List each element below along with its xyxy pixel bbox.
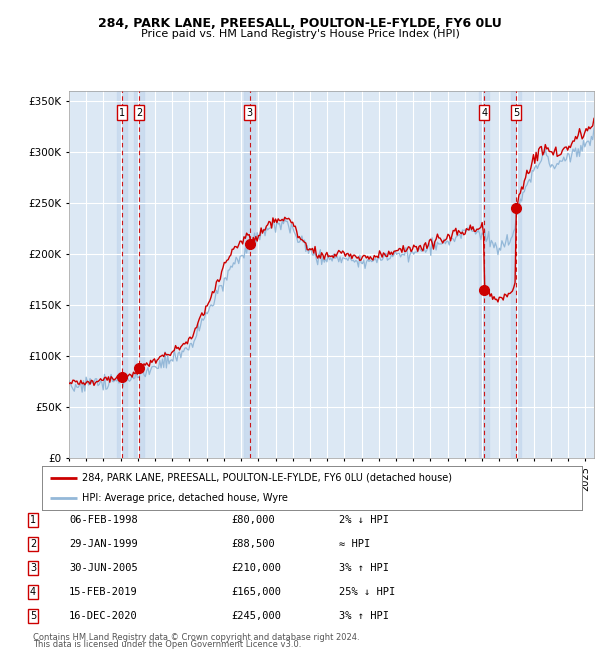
Text: 06-FEB-1998: 06-FEB-1998 (69, 515, 138, 525)
Bar (479, 91, 490, 458)
Bar (244, 91, 255, 458)
Text: 1: 1 (119, 107, 125, 118)
Text: HPI: Average price, detached house, Wyre: HPI: Average price, detached house, Wyre (83, 493, 289, 503)
Text: 25% ↓ HPI: 25% ↓ HPI (339, 587, 395, 597)
Text: 16-DEC-2020: 16-DEC-2020 (69, 611, 138, 621)
Text: 4: 4 (481, 107, 487, 118)
Text: £88,500: £88,500 (231, 539, 275, 549)
Text: £165,000: £165,000 (231, 587, 281, 597)
Bar (511, 91, 521, 458)
Text: 284, PARK LANE, PREESALL, POULTON-LE-FYLDE, FY6 0LU (detached house): 284, PARK LANE, PREESALL, POULTON-LE-FYL… (83, 473, 452, 483)
Text: 2: 2 (136, 107, 142, 118)
Text: 3% ↑ HPI: 3% ↑ HPI (339, 611, 389, 621)
Text: 15-FEB-2019: 15-FEB-2019 (69, 587, 138, 597)
Text: Price paid vs. HM Land Registry's House Price Index (HPI): Price paid vs. HM Land Registry's House … (140, 29, 460, 38)
Text: £245,000: £245,000 (231, 611, 281, 621)
Bar (134, 91, 145, 458)
Text: 30-JUN-2005: 30-JUN-2005 (69, 563, 138, 573)
Text: This data is licensed under the Open Government Licence v3.0.: This data is licensed under the Open Gov… (33, 640, 301, 649)
Bar (117, 91, 127, 458)
Text: 3: 3 (30, 563, 36, 573)
Text: 5: 5 (513, 107, 519, 118)
Text: £210,000: £210,000 (231, 563, 281, 573)
Text: 5: 5 (30, 611, 36, 621)
Text: £80,000: £80,000 (231, 515, 275, 525)
Text: 29-JAN-1999: 29-JAN-1999 (69, 539, 138, 549)
Text: 3: 3 (247, 107, 253, 118)
Text: 2% ↓ HPI: 2% ↓ HPI (339, 515, 389, 525)
Text: 2: 2 (30, 539, 36, 549)
Text: ≈ HPI: ≈ HPI (339, 539, 370, 549)
Text: 284, PARK LANE, PREESALL, POULTON-LE-FYLDE, FY6 0LU: 284, PARK LANE, PREESALL, POULTON-LE-FYL… (98, 17, 502, 30)
Text: 3% ↑ HPI: 3% ↑ HPI (339, 563, 389, 573)
Text: Contains HM Land Registry data © Crown copyright and database right 2024.: Contains HM Land Registry data © Crown c… (33, 632, 359, 642)
Text: 4: 4 (30, 587, 36, 597)
Text: 1: 1 (30, 515, 36, 525)
